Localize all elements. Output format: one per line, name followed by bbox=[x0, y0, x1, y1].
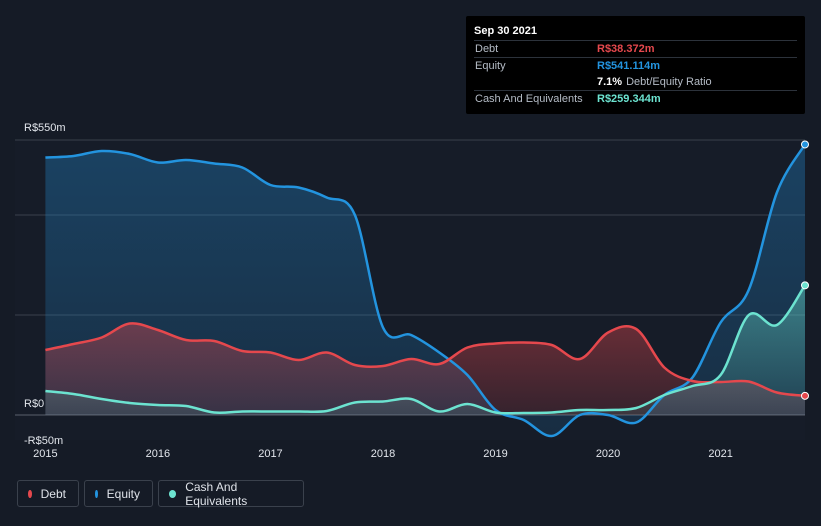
equity-dot-icon bbox=[95, 489, 98, 498]
x-tick-label: 2021 bbox=[708, 448, 732, 460]
debt-dot-icon bbox=[28, 489, 32, 498]
debt-end-marker[interactable] bbox=[801, 391, 809, 400]
tooltip-cash-value: R$259.344m bbox=[597, 93, 661, 105]
x-tick-label: 2018 bbox=[371, 448, 395, 460]
cash-dot-icon bbox=[169, 489, 177, 498]
legend-item-equity[interactable]: Equity bbox=[84, 480, 153, 507]
tooltip-date: Sep 30 2021 bbox=[474, 25, 537, 37]
series-end-markers bbox=[801, 140, 809, 400]
tooltip-row-ratio: 7.1% Debt/Equity Ratio bbox=[474, 74, 797, 90]
tooltip-debt-label: Debt bbox=[475, 43, 499, 55]
y-tick-label: R$0 bbox=[24, 398, 44, 410]
legend-equity-label: Equity bbox=[106, 486, 140, 501]
x-tick-label: 2020 bbox=[596, 448, 620, 460]
equity-end-marker[interactable] bbox=[801, 140, 809, 149]
tooltip-equity-label: Equity bbox=[475, 60, 506, 72]
tooltip-debt-value: R$38.372m bbox=[597, 43, 655, 55]
tooltip-ratio-percent: 7.1% bbox=[597, 76, 623, 88]
legend-item-cash[interactable]: Cash And Equivalents bbox=[158, 479, 304, 508]
legend-item-debt[interactable]: Debt bbox=[17, 480, 79, 507]
debt-line bbox=[45, 322, 806, 398]
y-axis-tick-labels: R$550m R$0 -R$50m bbox=[24, 122, 66, 447]
y-tick-label: R$550m bbox=[24, 122, 66, 134]
tooltip-equity-value: R$541.114m bbox=[597, 60, 660, 72]
legend-debt-label: Debt bbox=[40, 486, 66, 501]
tooltip-cash-label: Cash And Equivalents bbox=[475, 93, 583, 105]
tooltip-row-equity: Equity R$541.114m bbox=[474, 57, 797, 74]
x-axis-tick-labels: 2015 2016 2017 2018 2019 2020 2021 bbox=[33, 448, 733, 460]
x-tick-label: 2017 bbox=[258, 448, 282, 460]
x-tick-label: 2016 bbox=[146, 448, 170, 460]
y-tick-label: -R$50m bbox=[24, 435, 63, 447]
debt-area bbox=[45, 323, 805, 415]
cash-end-marker[interactable] bbox=[801, 281, 809, 290]
equity-line bbox=[45, 143, 807, 438]
legend-cash-label: Cash And Equivalents bbox=[185, 479, 248, 508]
x-tick-label: 2019 bbox=[483, 448, 507, 460]
tooltip-row-cash: Cash And Equivalents R$259.344m bbox=[474, 90, 797, 107]
tooltip-ratio-label: Debt/Equity Ratio bbox=[626, 76, 712, 88]
tooltip-row-debt: Debt R$38.372m bbox=[474, 40, 797, 57]
x-tick-label: 2015 bbox=[33, 448, 57, 460]
series-lines bbox=[45, 143, 807, 438]
data-tooltip: Sep 30 2021 Debt R$38.372m Equity R$541.… bbox=[466, 16, 805, 114]
cash-line bbox=[45, 284, 807, 415]
